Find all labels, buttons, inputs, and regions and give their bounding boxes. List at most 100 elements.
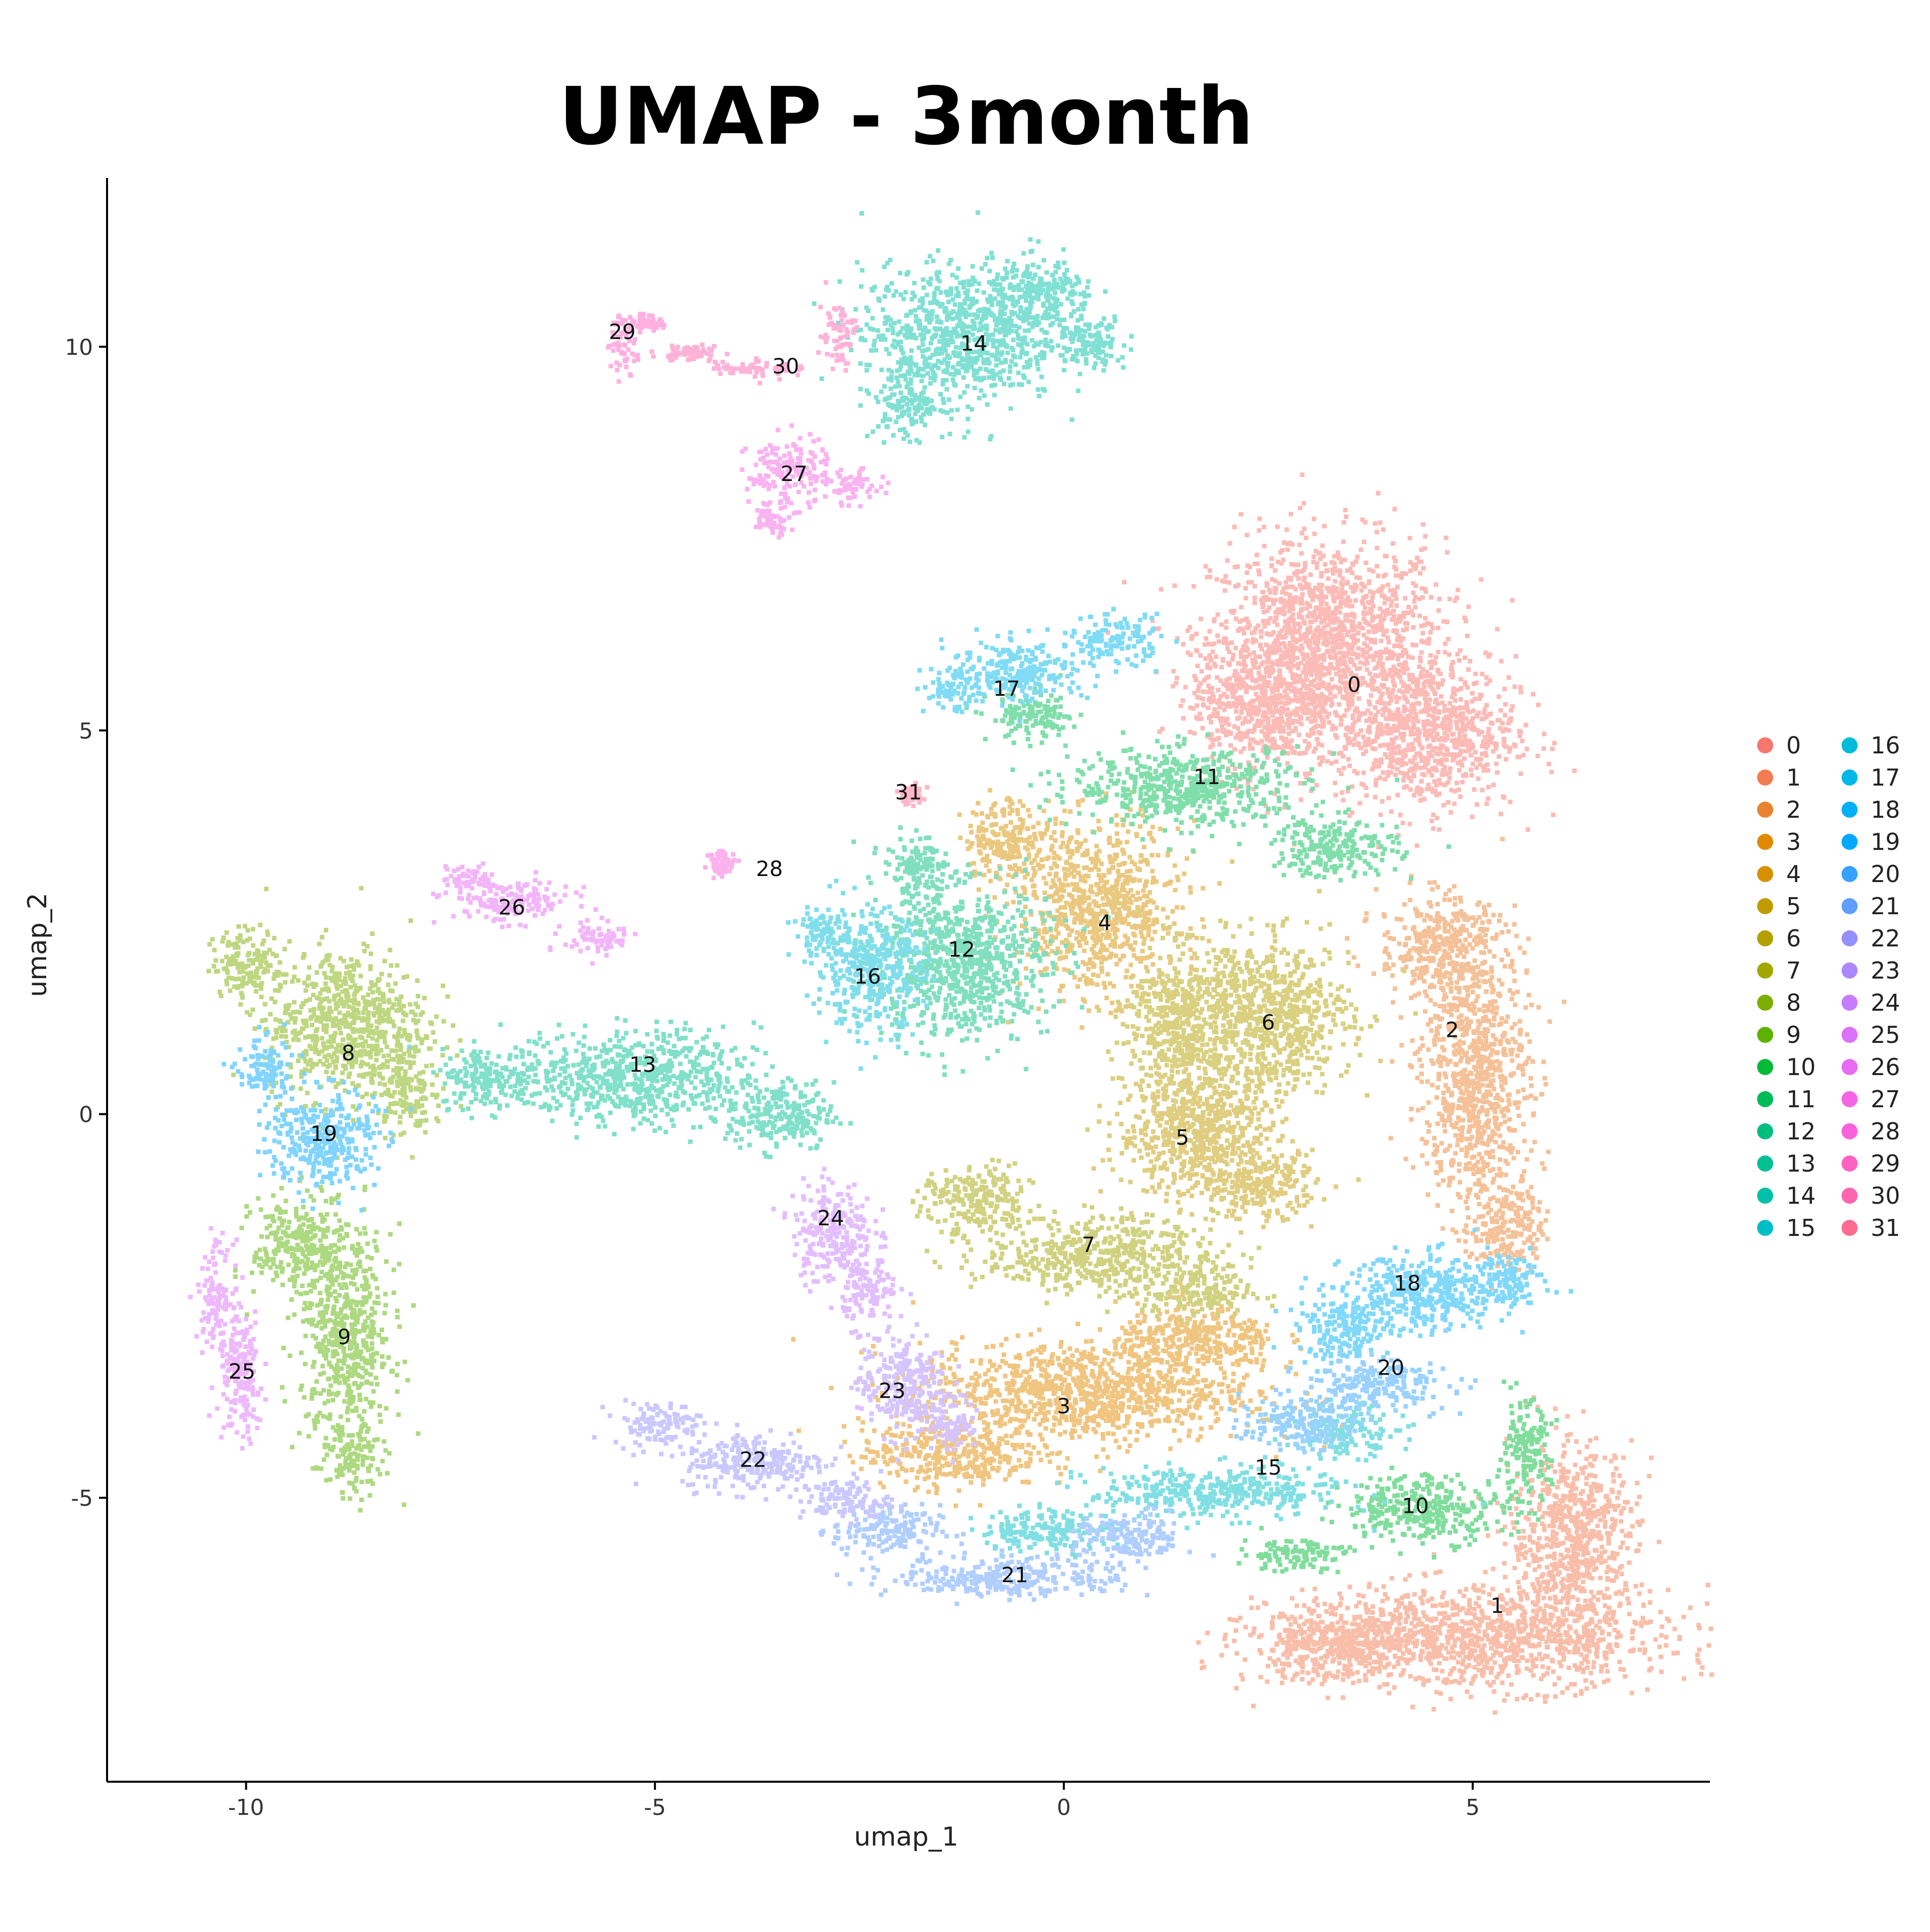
point: [1412, 755, 1417, 760]
point: [1358, 625, 1363, 630]
point: [1517, 1535, 1522, 1540]
point: [1365, 667, 1370, 672]
point: [1708, 1626, 1713, 1631]
point: [1330, 1625, 1335, 1630]
point: [1205, 690, 1210, 695]
point: [1605, 1565, 1610, 1570]
point: [1226, 701, 1231, 706]
point: [1283, 1675, 1288, 1680]
point: [1566, 1665, 1571, 1670]
point: [1455, 1612, 1460, 1617]
point: [1328, 631, 1333, 636]
point: [1379, 757, 1384, 762]
point: [1594, 1642, 1599, 1647]
point: [1397, 634, 1402, 639]
point: [1619, 1564, 1624, 1569]
point: [1640, 1615, 1646, 1620]
point: [1495, 718, 1500, 723]
point: [1424, 669, 1429, 674]
point: [1664, 1643, 1669, 1648]
point: [1391, 1613, 1396, 1618]
point: [1325, 1655, 1329, 1660]
point: [1196, 684, 1201, 689]
point: [1309, 719, 1314, 724]
point: [1372, 1660, 1377, 1665]
point: [1564, 1548, 1569, 1553]
point: [1372, 624, 1377, 629]
point: [1277, 1615, 1282, 1619]
point: [1380, 1634, 1385, 1639]
point: [1393, 772, 1398, 778]
point: [1480, 744, 1485, 748]
point: [1380, 610, 1385, 614]
point: [1469, 1648, 1473, 1653]
point: [1262, 691, 1267, 696]
point: [1409, 694, 1414, 699]
point: [1389, 603, 1393, 608]
point: [1392, 758, 1397, 763]
point: [1437, 791, 1442, 796]
point: [1398, 732, 1403, 737]
point: [1536, 1507, 1541, 1512]
point: [1315, 668, 1320, 673]
point: [1592, 1631, 1597, 1636]
point: [1333, 733, 1338, 738]
point: [1432, 1652, 1437, 1657]
point: [1639, 1582, 1645, 1587]
point: [1570, 1536, 1575, 1541]
point: [1251, 787, 1256, 792]
point: [1567, 1624, 1572, 1629]
point: [1448, 722, 1453, 727]
point: [1457, 787, 1462, 792]
point: [1288, 640, 1292, 645]
point: [1429, 622, 1434, 627]
point: [1556, 1633, 1561, 1638]
point: [1313, 1657, 1318, 1662]
point: [1416, 738, 1421, 743]
point: [1371, 1644, 1376, 1649]
point: [1559, 1580, 1564, 1585]
point: [1428, 684, 1433, 689]
point: [1606, 1537, 1611, 1542]
point: [1233, 669, 1238, 674]
point: [1476, 1596, 1481, 1601]
point: [1458, 718, 1463, 723]
point: [1411, 721, 1416, 726]
point: [1384, 716, 1389, 721]
point: [1421, 1588, 1426, 1593]
point: [1265, 810, 1270, 815]
point: [1344, 641, 1349, 646]
point: [1579, 1661, 1584, 1666]
point: [1380, 661, 1385, 666]
point: [1319, 628, 1324, 633]
point: [1699, 1672, 1704, 1677]
point: [1570, 1638, 1575, 1644]
point: [1385, 635, 1390, 640]
point: [1583, 1645, 1588, 1650]
point: [1584, 1563, 1589, 1568]
point: [1234, 672, 1239, 678]
point: [1426, 732, 1431, 737]
point: [1552, 1552, 1557, 1556]
point: [1454, 688, 1459, 693]
point: [1388, 588, 1393, 593]
point: [1583, 1678, 1588, 1683]
point: [1270, 1620, 1275, 1625]
point: [1402, 726, 1407, 731]
point: [1565, 1567, 1570, 1572]
point: [1333, 726, 1338, 731]
point: [1361, 1643, 1366, 1648]
point: [1616, 1490, 1621, 1495]
point: [1418, 1595, 1423, 1600]
point: [1579, 1466, 1584, 1471]
point: [1346, 1674, 1351, 1679]
point: [1303, 710, 1307, 715]
point: [1282, 540, 1287, 545]
point: [1281, 678, 1286, 682]
point: [1591, 1594, 1596, 1599]
point: [1521, 1589, 1526, 1594]
point: [1311, 613, 1315, 618]
point: [1519, 1613, 1524, 1618]
point: [1659, 1655, 1664, 1659]
point: [1247, 701, 1252, 706]
